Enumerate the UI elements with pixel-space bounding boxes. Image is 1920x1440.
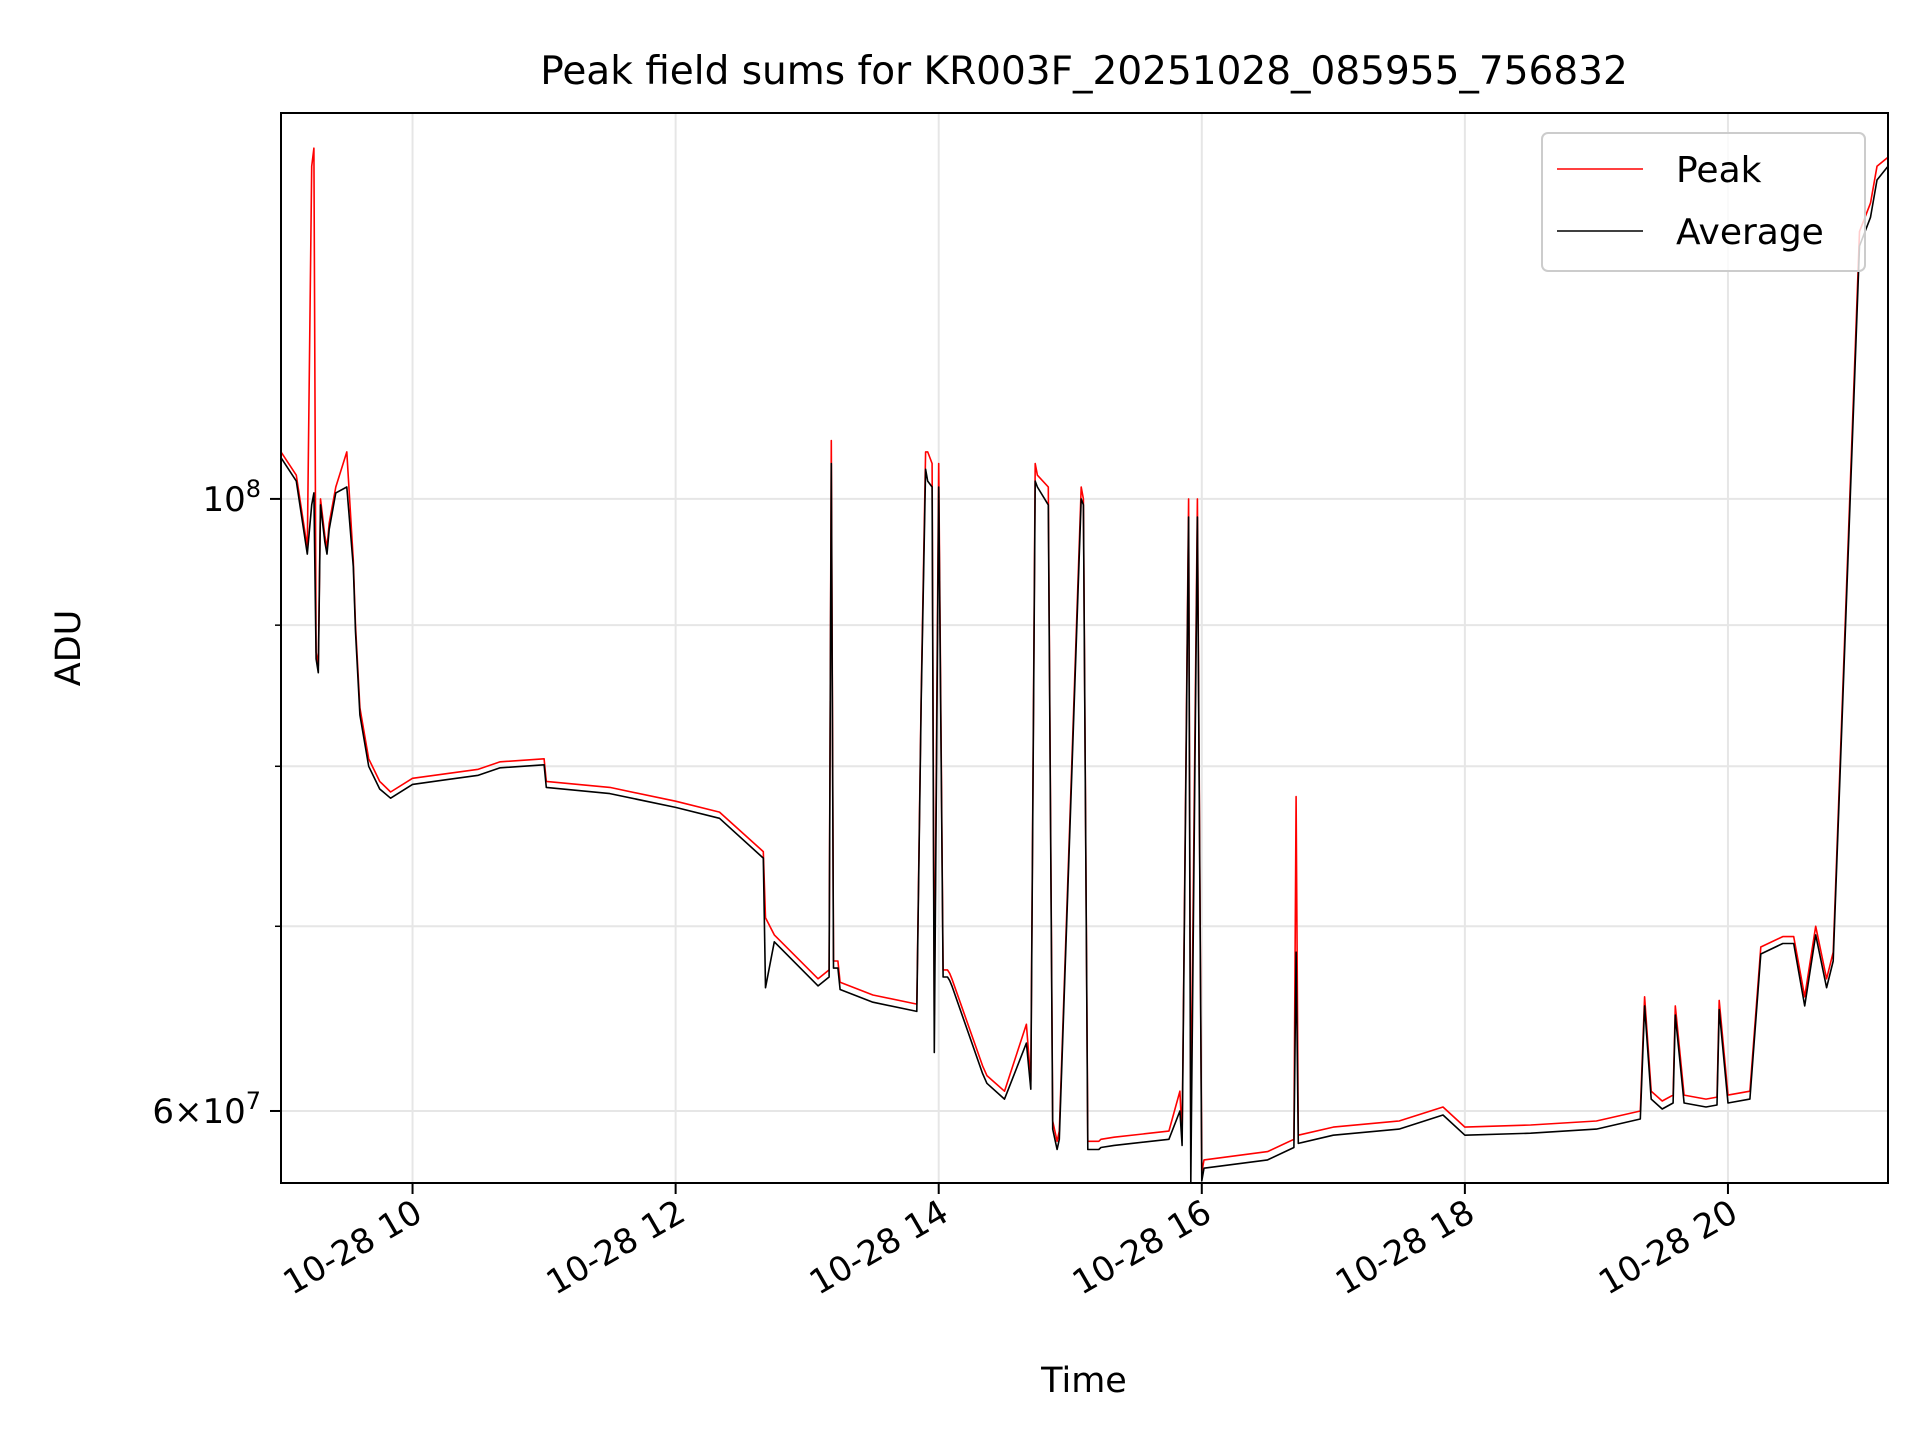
plot-frame xyxy=(280,112,1889,1184)
y-tick-label: 108 xyxy=(202,475,261,520)
legend-label-average: Average xyxy=(1676,212,1824,253)
y-axis-label: ADU xyxy=(49,610,89,687)
x-axis-label: Time xyxy=(1040,1361,1127,1401)
legend-label-peak: Peak xyxy=(1676,150,1762,191)
chart-title: Peak field sums for KR003F_20251028_0859… xyxy=(540,49,1628,94)
series-line-average xyxy=(280,165,1889,1184)
legend-frame xyxy=(1541,132,1866,272)
legend: Peak Average xyxy=(1541,132,1866,272)
y-tick-label: 6×107 xyxy=(152,1087,261,1132)
series-layer xyxy=(280,147,1889,1184)
